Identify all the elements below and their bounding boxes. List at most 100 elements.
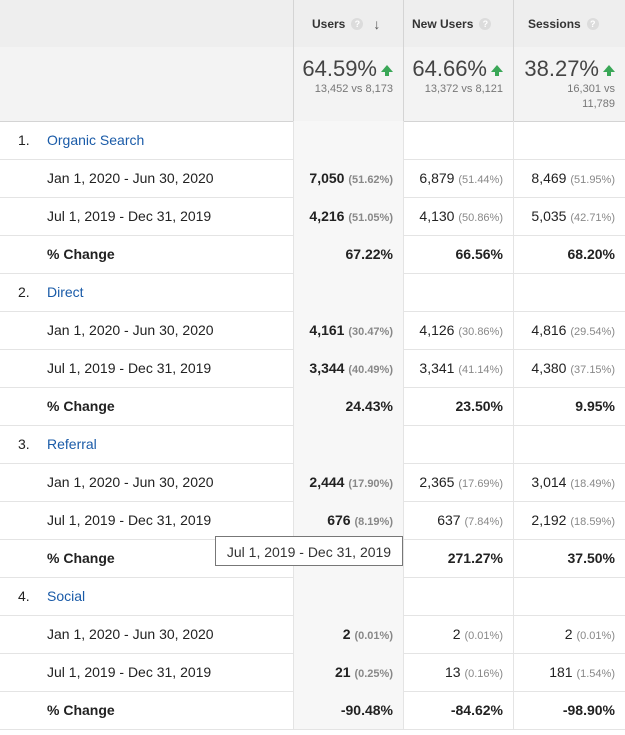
metric-percent: (0.25%)	[354, 668, 393, 680]
summary-value: 38.27%	[524, 56, 599, 81]
metric-value: 3,341	[419, 360, 455, 376]
metric-value: 6,879	[419, 170, 455, 186]
metric-cell: 181 (1.54%)	[513, 653, 625, 691]
sort-descending-icon[interactable]: ↓	[373, 15, 381, 32]
metric-cell: 4,161 (30.47%)	[293, 311, 403, 349]
metric-cell: 3,014 (18.49%)	[513, 463, 625, 501]
date-range-label: Jul 1, 2019 - Dec 31, 2019	[47, 664, 212, 680]
metric-value: 2,365	[419, 474, 455, 490]
metric-cell: 2,365 (17.69%)	[403, 463, 513, 501]
metric-value: 181	[549, 664, 573, 680]
group-row: 1. Organic Search	[0, 121, 625, 160]
metric-percent: (0.16%)	[464, 668, 503, 680]
metric-percent: (1.54%)	[576, 668, 615, 680]
column-header-label: New Users	[412, 16, 474, 31]
metric-cell: 4,130 (50.86%)	[403, 197, 513, 235]
table-row: Jul 1, 2019 - Dec 31, 2019 21 (0.25%) 13 (…	[0, 653, 625, 692]
summary-sessions: 38.27% 16,301 vs 11,789	[513, 47, 625, 121]
metric-cell: 2,444 (17.90%)	[293, 463, 403, 501]
metric-cell: 4,216 (51.05%)	[293, 197, 403, 235]
group-name-link[interactable]: Social	[47, 588, 86, 604]
metric-cell: 8,469 (51.95%)	[513, 159, 625, 197]
group-number: 1.	[18, 132, 30, 148]
table-header: Users ? ↓ New Users ? Sessions ?	[0, 0, 625, 48]
metric-value: 2	[342, 626, 351, 642]
change-value: 23.50%	[455, 398, 503, 414]
metric-percent: (51.95%)	[570, 174, 615, 186]
change-value: -84.62%	[450, 702, 503, 718]
help-icon[interactable]: ?	[479, 17, 492, 30]
metric-value: 4,816	[531, 322, 567, 338]
group-number: 2.	[18, 284, 30, 300]
change-value: 37.50%	[567, 550, 615, 566]
empty-cell	[293, 425, 403, 463]
change-value: -90.48%	[340, 702, 393, 718]
change-cell: 9.95%	[513, 387, 625, 425]
summary-value: 64.66%	[412, 56, 487, 81]
group-name-link[interactable]: Direct	[47, 284, 84, 300]
empty-cell	[293, 577, 403, 615]
metric-percent: (18.59%)	[570, 516, 615, 528]
empty-cell	[513, 577, 625, 615]
group-name-link[interactable]: Referral	[47, 436, 97, 452]
change-cell: 271.27%	[403, 539, 513, 577]
date-range-label: Jan 1, 2020 - Jun 30, 2020	[47, 170, 214, 186]
table-row: Jan 1, 2020 - Jun 30, 2020 2 (0.01%) 2 (0.…	[0, 615, 625, 654]
metric-cell: 21 (0.25%)	[293, 653, 403, 691]
metric-cell: 13 (0.16%)	[403, 653, 513, 691]
group-row: 3. Referral	[0, 425, 625, 464]
metric-value: 4,380	[531, 360, 567, 376]
table-row: Jan 1, 2020 - Jun 30, 2020 7,050 (51.62%)…	[0, 159, 625, 198]
help-icon[interactable]: ?	[586, 17, 599, 30]
metric-percent: (51.44%)	[458, 174, 503, 186]
metric-percent: (37.15%)	[570, 364, 615, 376]
column-header-label: Users	[312, 16, 346, 31]
metric-cell: 2 (0.01%)	[293, 615, 403, 653]
metric-percent: (0.01%)	[576, 630, 615, 642]
metric-value: 4,216	[309, 208, 345, 224]
tooltip: Jul 1, 2019 - Dec 31, 2019	[215, 536, 403, 566]
change-label: % Change	[47, 246, 115, 262]
column-header-sessions[interactable]: Sessions ?	[513, 0, 625, 47]
empty-cell	[403, 425, 513, 463]
metric-cell: 3,341 (41.14%)	[403, 349, 513, 387]
metric-value: 4,161	[309, 322, 345, 338]
metric-percent: (0.01%)	[354, 630, 393, 642]
metric-percent: (0.01%)	[464, 630, 503, 642]
summary-new-users: 64.66% 13,372 vs 8,121	[403, 47, 513, 121]
empty-cell	[403, 577, 513, 615]
metric-percent: (30.86%)	[458, 326, 503, 338]
change-row: % Change -90.48% -84.62% -98.90%	[0, 691, 625, 730]
metric-cell: 4,126 (30.86%)	[403, 311, 513, 349]
up-arrow-icon	[491, 65, 503, 76]
table-row: Jul 1, 2019 - Dec 31, 2019 3,344 (40.49%)…	[0, 349, 625, 388]
metric-percent: (50.86%)	[458, 212, 503, 224]
change-value: 24.43%	[345, 398, 393, 414]
metric-value: 21	[335, 664, 351, 680]
table-row: Jan 1, 2020 - Jun 30, 2020 2,444 (17.90%)…	[0, 463, 625, 502]
metric-cell: 4,380 (37.15%)	[513, 349, 625, 387]
metric-value: 2,444	[309, 474, 345, 490]
metric-value: 7,050	[309, 170, 345, 186]
metric-value: 2	[564, 626, 573, 642]
help-icon[interactable]: ?	[351, 17, 364, 30]
metric-percent: (17.90%)	[348, 478, 393, 490]
change-cell: 24.43%	[293, 387, 403, 425]
column-header-users[interactable]: Users ? ↓	[293, 0, 403, 47]
up-arrow-icon	[603, 65, 615, 76]
empty-cell	[293, 273, 403, 311]
metric-value: 4,126	[419, 322, 455, 338]
column-header-label: Sessions	[528, 16, 581, 31]
column-header-new-users[interactable]: New Users ?	[403, 0, 513, 47]
group-name-link[interactable]: Organic Search	[47, 132, 145, 148]
up-arrow-icon	[381, 65, 393, 76]
change-value: -98.90%	[562, 702, 615, 718]
metric-value: 13	[445, 664, 461, 680]
metric-percent: (42.71%)	[570, 212, 615, 224]
summary-compare: 11,789	[582, 98, 615, 110]
change-value: 271.27%	[447, 550, 503, 566]
metric-percent: (7.84%)	[464, 516, 503, 528]
change-value: 67.22%	[345, 246, 393, 262]
date-range-label: Jan 1, 2020 - Jun 30, 2020	[47, 322, 214, 338]
change-cell: -90.48%	[293, 691, 403, 729]
